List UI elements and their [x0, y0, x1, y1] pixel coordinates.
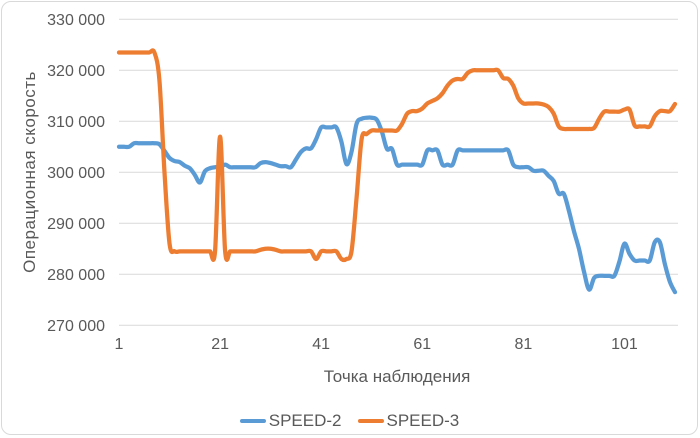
x-axis-title: Точка наблюдения	[323, 367, 471, 386]
y-tick-label: 280 000	[47, 267, 105, 284]
y-tick-label: 300 000	[47, 165, 105, 182]
y-tick-label: 290 000	[47, 216, 105, 233]
legend-item-speed-3: SPEED-3	[357, 411, 460, 431]
chart-legend: SPEED-2 SPEED-3	[2, 409, 697, 433]
x-tick-label: 21	[211, 336, 229, 353]
y-tick-label: 310 000	[47, 114, 105, 131]
x-tick-label: 41	[312, 336, 330, 353]
legend-label-speed-3: SPEED-3	[386, 411, 460, 430]
speed-2-line-swatch	[239, 418, 266, 424]
y-tick-label: 330 000	[47, 12, 105, 29]
x-tick-label: 1	[115, 336, 124, 353]
y-tick-label: 320 000	[47, 63, 105, 80]
x-tick-label: 61	[413, 336, 431, 353]
speed-3-series-line	[116, 48, 678, 263]
legend-item-speed-2: SPEED-2	[239, 411, 342, 431]
speed-3-line-swatch	[357, 418, 384, 424]
legend-label-speed-2: SPEED-2	[268, 411, 342, 430]
y-axis-title: Операционная скорость	[20, 71, 39, 273]
x-tick-label: 81	[514, 336, 532, 353]
speed-2-series-line	[116, 115, 678, 295]
y-tick-label: 270 000	[47, 318, 105, 335]
x-tick-label: 101	[611, 336, 638, 353]
